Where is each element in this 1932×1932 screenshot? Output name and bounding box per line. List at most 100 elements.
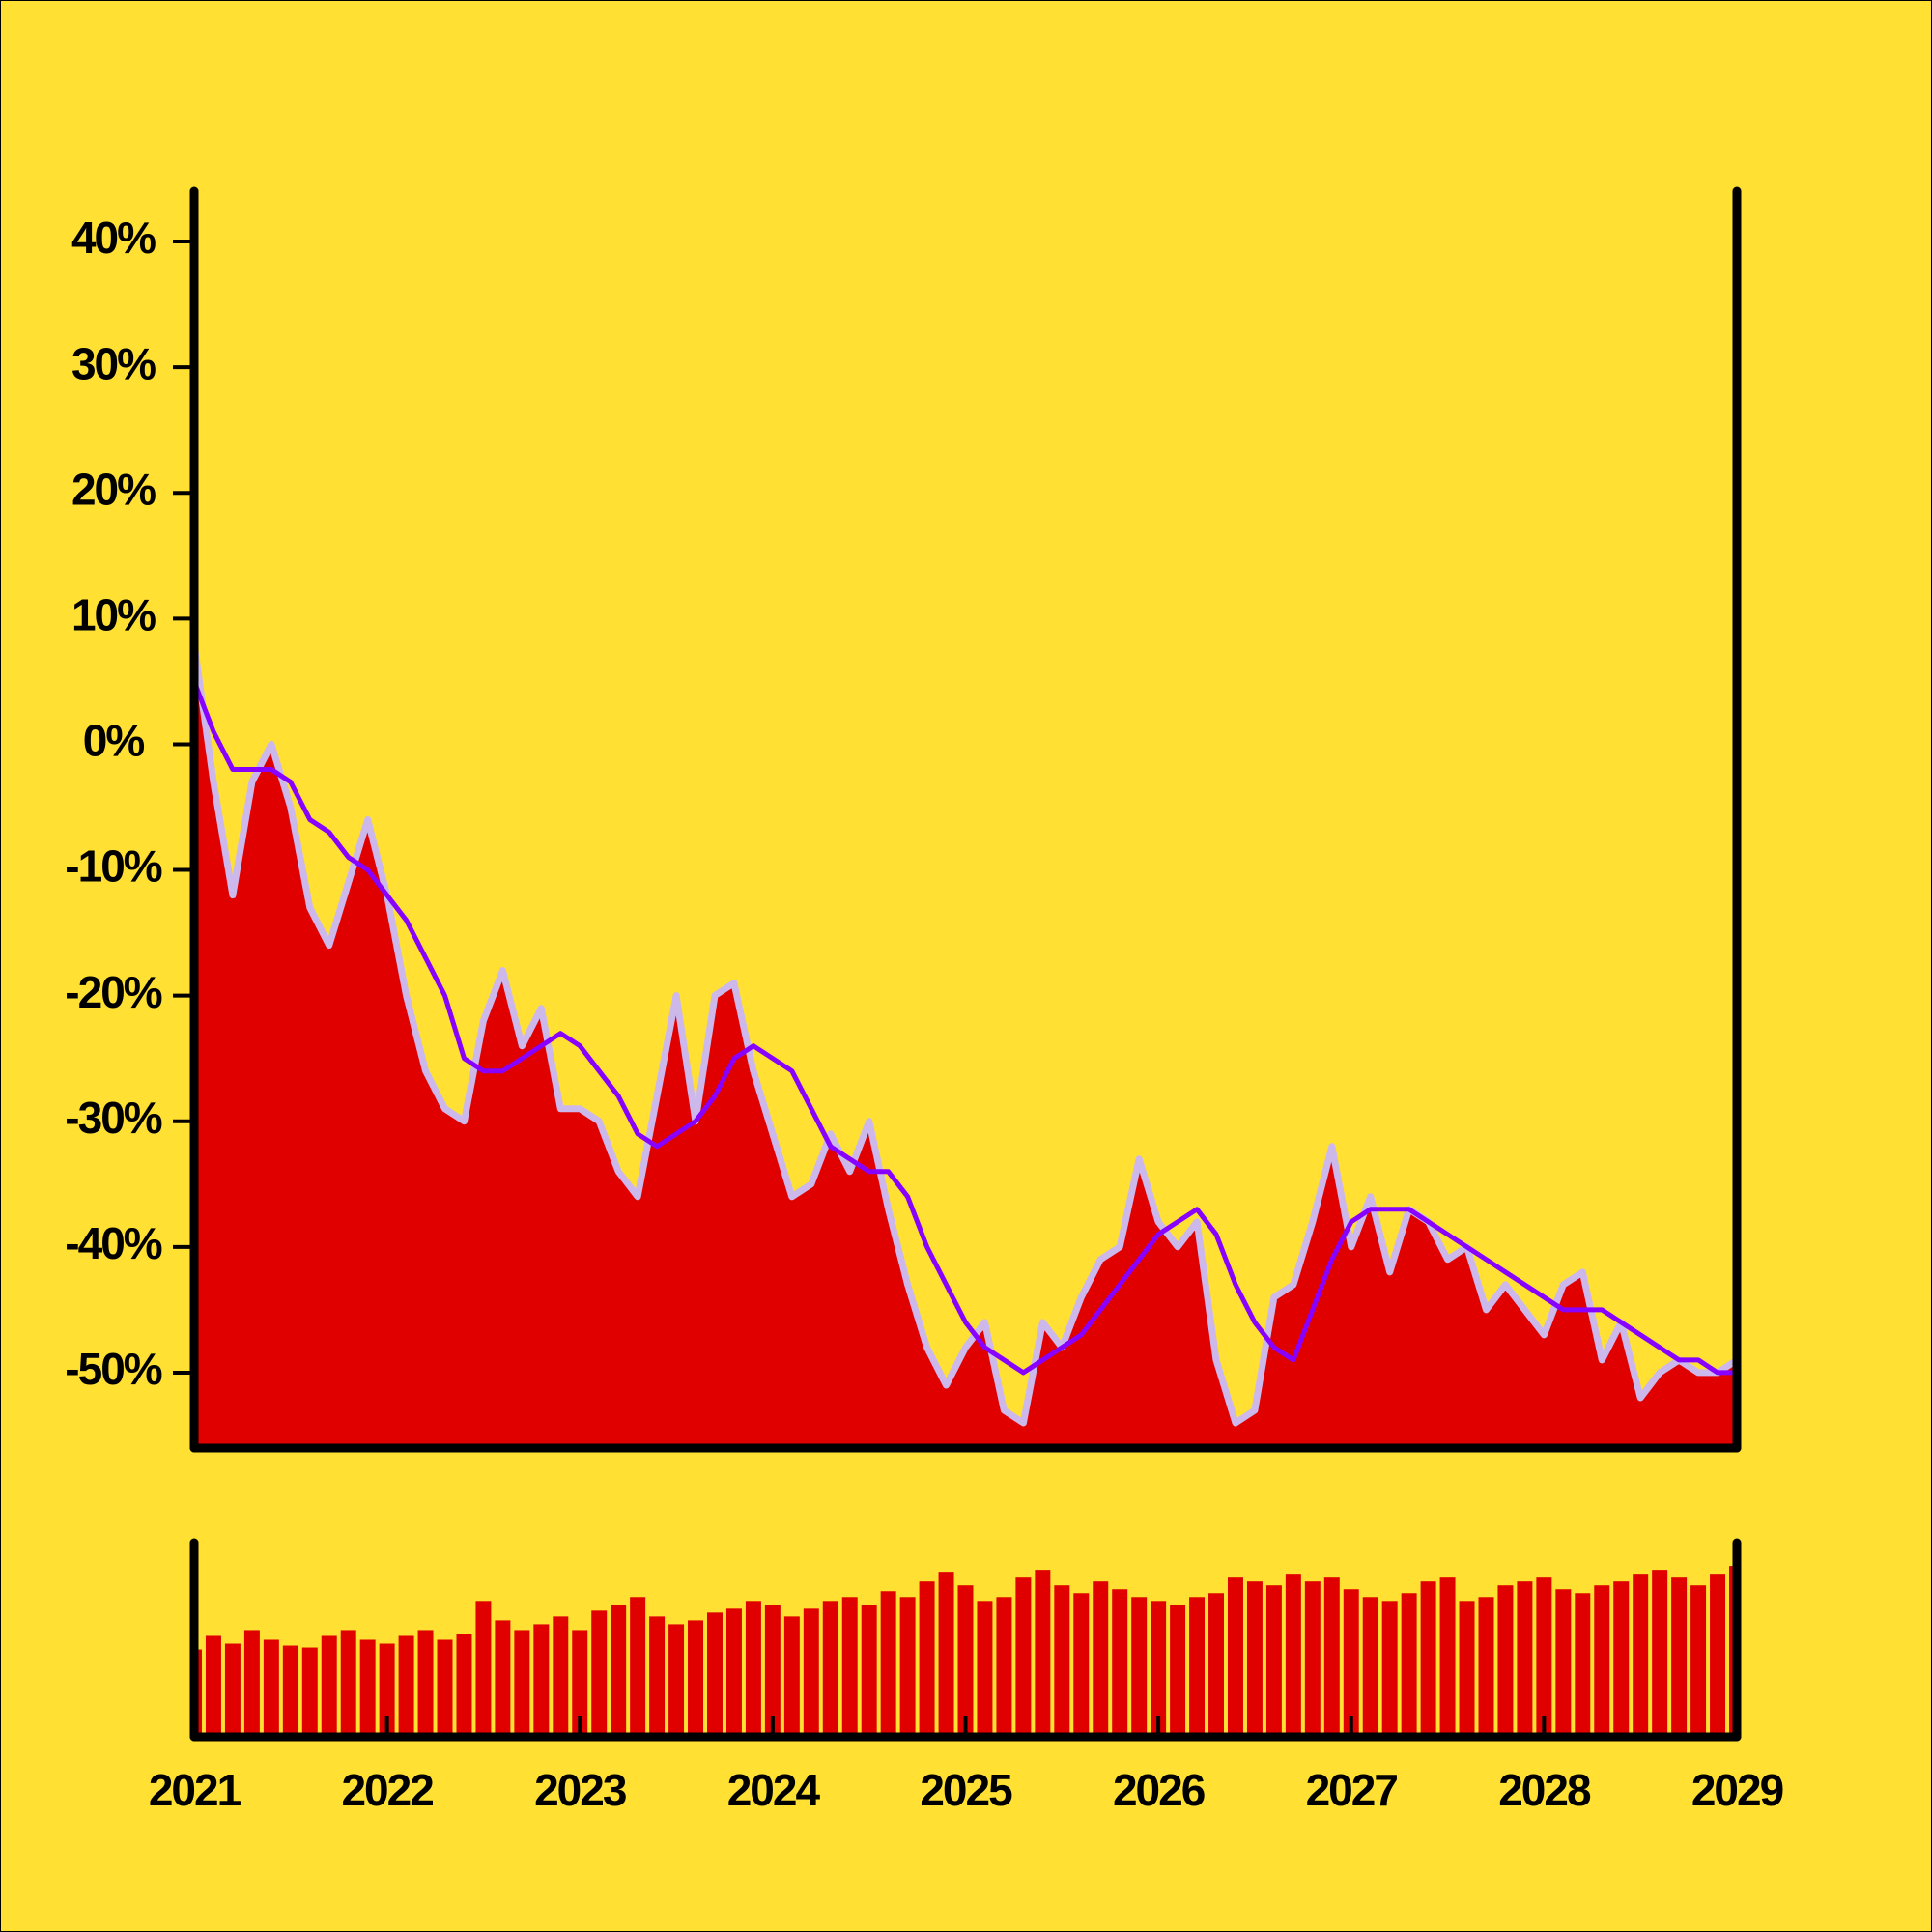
- volume-bar: [1555, 1589, 1572, 1737]
- volume-bar: [398, 1635, 414, 1737]
- y-tick-label: -30%: [65, 1093, 161, 1143]
- x-tick-label: 2023: [534, 1765, 626, 1815]
- volume-bar: [1575, 1593, 1591, 1737]
- volume-bar: [977, 1601, 993, 1737]
- y-tick-label: -50%: [65, 1344, 161, 1394]
- volume-bar: [783, 1616, 800, 1737]
- volume-bar: [475, 1601, 492, 1737]
- volume-bar: [340, 1630, 356, 1737]
- area-outline: [190, 642, 1739, 1427]
- y-tick-label: -10%: [65, 841, 161, 892]
- volume-bar: [282, 1645, 298, 1737]
- volume-bar: [243, 1630, 260, 1737]
- y-tick-label: 30%: [71, 338, 156, 388]
- volume-bar: [1633, 1574, 1649, 1737]
- volume-bar: [880, 1591, 896, 1737]
- volume-bar: [1439, 1577, 1456, 1737]
- volume-bar: [841, 1597, 858, 1737]
- volume-bar: [1613, 1581, 1630, 1737]
- volume-bar: [321, 1635, 337, 1737]
- volume-bar: [630, 1597, 646, 1737]
- volume-bar: [1362, 1597, 1378, 1737]
- price-panel: [190, 642, 1739, 1448]
- volume-bar: [1170, 1605, 1186, 1737]
- volume-bar: [1381, 1601, 1398, 1737]
- volume-bar: [1285, 1574, 1301, 1737]
- volume-bar: [359, 1639, 376, 1737]
- volume-bar: [611, 1605, 627, 1737]
- volume-bar: [572, 1630, 588, 1737]
- volume-bar: [803, 1608, 819, 1737]
- x-tick-label: 2029: [1691, 1765, 1783, 1815]
- y-tick-label: 0%: [83, 716, 145, 766]
- volume-bar: [1459, 1601, 1475, 1737]
- volume-bar: [1265, 1585, 1282, 1737]
- volume-bar: [205, 1635, 221, 1737]
- volume-bar: [1517, 1581, 1533, 1737]
- y-tick-label: 40%: [71, 213, 156, 263]
- volume-bar: [263, 1639, 279, 1737]
- volume-bar: [379, 1643, 395, 1737]
- volume-bar: [822, 1601, 838, 1737]
- volume-bar: [1420, 1581, 1436, 1737]
- volume-bar: [514, 1630, 530, 1737]
- volume-bar: [688, 1620, 704, 1737]
- volume-bar: [1323, 1577, 1340, 1737]
- volume-bar: [725, 1608, 742, 1737]
- volume-bar: [456, 1634, 472, 1737]
- volume-bar: [1478, 1597, 1494, 1737]
- volume-bar: [1054, 1585, 1070, 1737]
- volume-bar: [1131, 1597, 1148, 1737]
- axes: 40% 30% 20% 10% 0% -10% -20% -30% -40% -50% 2021 20…: [65, 186, 1785, 1815]
- volume-bar: [591, 1610, 608, 1737]
- volume-bar: [1073, 1593, 1090, 1737]
- volume-bar: [1189, 1597, 1206, 1737]
- volume-bar: [919, 1581, 935, 1737]
- y-tick-label: -40%: [65, 1218, 161, 1268]
- volume-bar: [649, 1616, 666, 1737]
- volume-bar: [1497, 1585, 1514, 1737]
- volume-bar: [1151, 1601, 1167, 1737]
- volume-bar: [668, 1624, 685, 1737]
- volume-bar: [1690, 1585, 1707, 1737]
- volume-bar: [301, 1647, 318, 1737]
- volume-bar: [533, 1624, 550, 1737]
- volume-bar: [495, 1620, 511, 1737]
- volume-bar: [417, 1630, 434, 1737]
- y-tick-label: 10%: [71, 589, 156, 639]
- volume-bar: [764, 1605, 781, 1737]
- volume-bar: [1015, 1577, 1032, 1737]
- volume-bar: [1112, 1589, 1128, 1737]
- volume-bar: [1093, 1581, 1109, 1737]
- volume-bar: [437, 1639, 453, 1737]
- volume-bar: [1536, 1577, 1552, 1737]
- volume-bar: [1227, 1577, 1243, 1737]
- x-tick-label: 2021: [149, 1765, 242, 1815]
- volume-bar: [1343, 1589, 1359, 1737]
- volume-bar: [1208, 1593, 1224, 1737]
- x-tick-label: 2028: [1498, 1765, 1591, 1815]
- y-tick-label: -20%: [65, 967, 161, 1017]
- volume-bar: [1594, 1585, 1610, 1737]
- x-tick-label: 2026: [1113, 1765, 1205, 1815]
- volume-bar: [957, 1585, 974, 1737]
- volume-bar: [1710, 1574, 1726, 1737]
- volume-bar: [224, 1643, 241, 1737]
- volume-bar: [553, 1616, 569, 1737]
- x-tick-label: 2024: [727, 1765, 821, 1815]
- volume-bar: [1401, 1593, 1417, 1737]
- volume-bar: [996, 1597, 1012, 1737]
- volume-bar: [745, 1601, 761, 1737]
- x-tick-label: 2027: [1306, 1765, 1398, 1815]
- x-tick-label: 2025: [920, 1765, 1012, 1815]
- volume-bar: [938, 1572, 954, 1737]
- volume-bar: [707, 1612, 723, 1737]
- volume-bar: [1304, 1581, 1321, 1737]
- volume-bar: [861, 1605, 877, 1737]
- line: [191, 680, 1737, 1376]
- x-tick-label: 2022: [341, 1765, 433, 1815]
- volume-bar: [1671, 1577, 1688, 1737]
- volume-bar: [1035, 1570, 1051, 1737]
- volume-bar: [1652, 1570, 1668, 1737]
